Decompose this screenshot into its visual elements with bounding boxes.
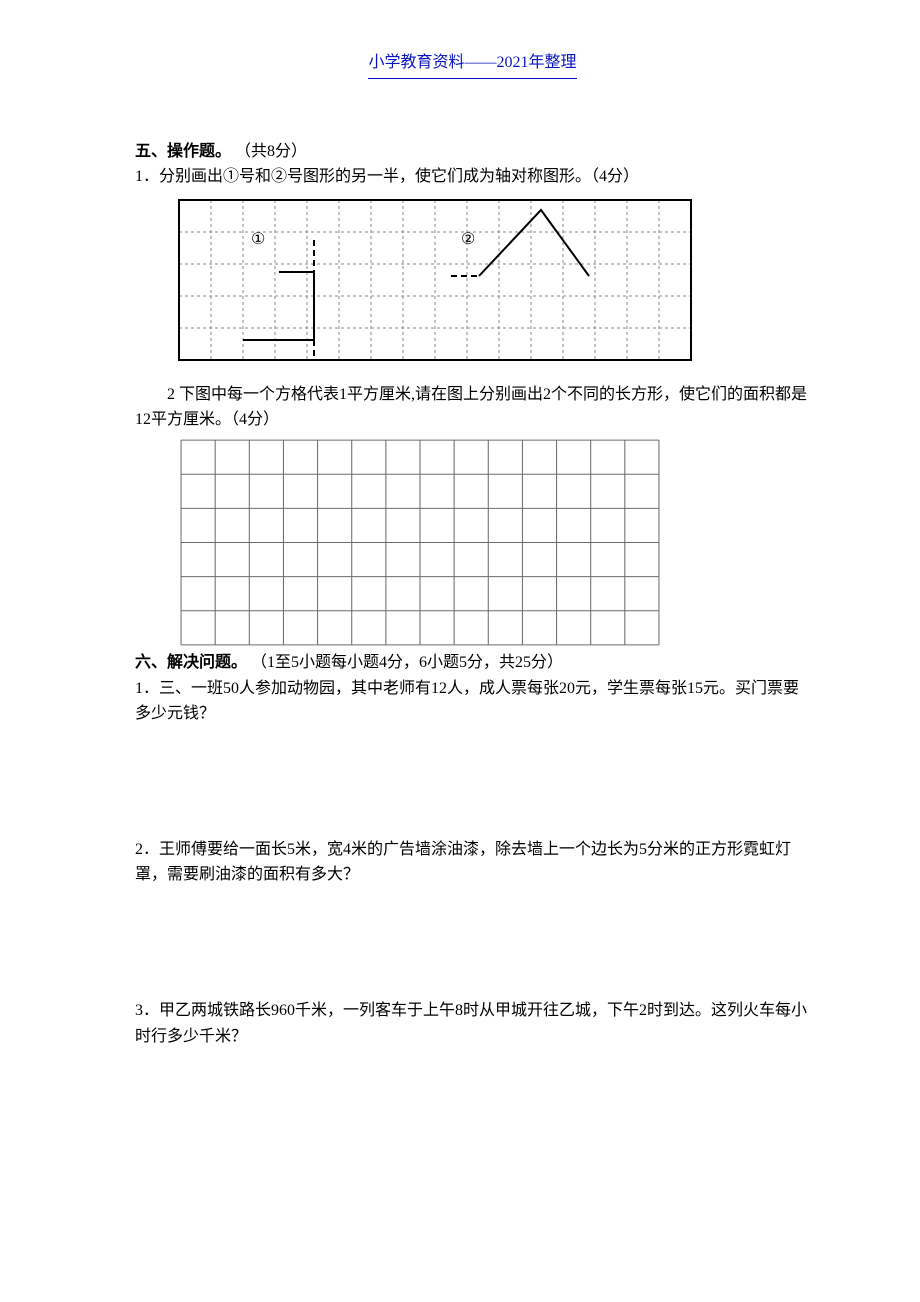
section-5: 五、操作题。 （共8分） 1．分别画出①号和②号图形的另一半，使它们成为轴对称图…: [135, 139, 810, 646]
section-5-heading: 五、操作题。 （共8分）: [135, 139, 810, 165]
header-text: 小学教育资料——2021年整理: [368, 50, 576, 79]
section-6-q2: 2．王师傅要给一面长5米，宽4米的广告墙涂油漆，除去墙上一个边长为5分米的正方形…: [135, 837, 810, 888]
section-6-q3: 3．甲乙两城铁路长960千米，一列客车于上午8时从甲城开往乙城，下午2时到达。这…: [135, 998, 810, 1049]
section-6-q1: 1．三、一班50人参加动物园，其中老师有12人，成人票每张20元，学生票每张15…: [135, 676, 810, 727]
svg-text:①: ①: [251, 231, 265, 248]
section-5-title: 五、操作题。: [135, 143, 231, 160]
section-6: 六、解决问题。 （1至5小题每小题4分，6小题5分，共25分） 1．三、一班50…: [135, 650, 810, 1049]
page: 小学教育资料——2021年整理 五、操作题。 （共8分） 1．分别画出①号和②号…: [0, 0, 920, 1302]
section-5-q2-text: 2 下图中每一个方格代表1平方厘米,请在图上分别画出2个不同的长方形，使它们的面…: [135, 382, 810, 433]
page-header: 小学教育资料——2021年整理: [135, 50, 810, 79]
q1-grid-svg: ①②: [175, 196, 695, 364]
section-6-heading: 六、解决问题。 （1至5小题每小题4分，6小题5分，共25分）: [135, 650, 810, 676]
svg-text:②: ②: [461, 231, 475, 248]
section-6-title: 六、解决问题。: [135, 654, 247, 671]
section-5-q1-text: 1．分别画出①号和②号图形的另一半，使它们成为轴对称图形。（4分）: [135, 164, 810, 190]
section-5-q2-figure: [180, 439, 660, 646]
section-6-points: （1至5小题每小题4分，6小题5分，共25分）: [251, 654, 563, 671]
q2-grid-svg: [180, 439, 660, 646]
section-5-points: （共8分）: [235, 143, 307, 160]
section-5-q1-figure: ①②: [175, 196, 695, 364]
